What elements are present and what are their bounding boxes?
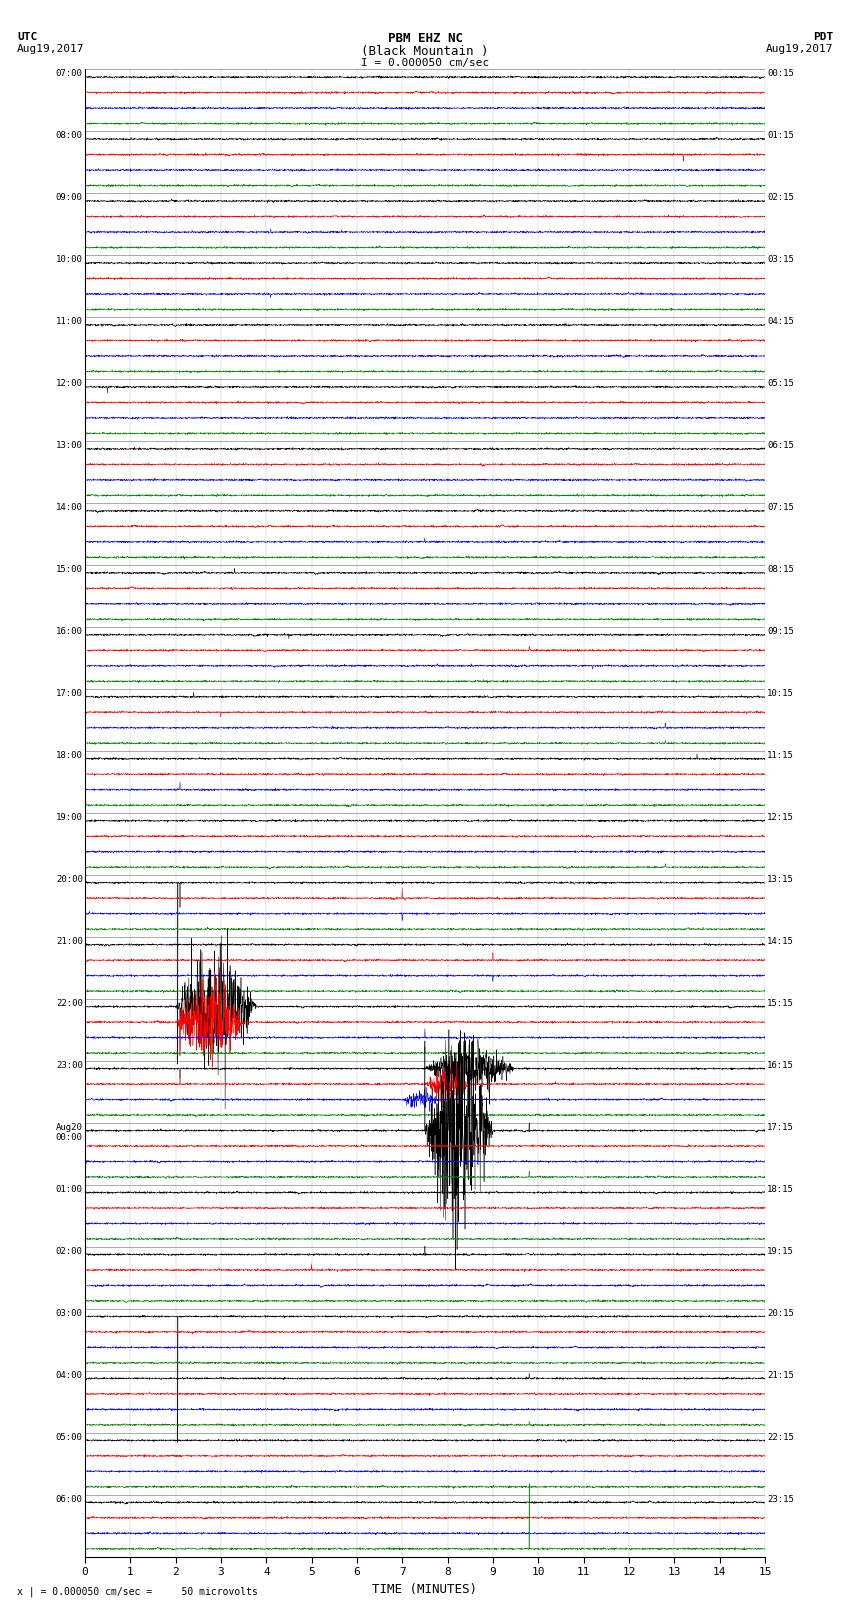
Text: 01:15: 01:15 xyxy=(768,131,794,140)
Text: 21:15: 21:15 xyxy=(768,1371,794,1379)
Text: 11:00: 11:00 xyxy=(56,318,82,326)
Text: 13:15: 13:15 xyxy=(768,874,794,884)
Text: 16:15: 16:15 xyxy=(768,1061,794,1069)
Text: 10:00: 10:00 xyxy=(56,255,82,265)
Text: 18:15: 18:15 xyxy=(768,1184,794,1194)
Text: 14:00: 14:00 xyxy=(56,503,82,511)
Text: 22:00: 22:00 xyxy=(56,998,82,1008)
Text: 02:00: 02:00 xyxy=(56,1247,82,1255)
Text: Aug19,2017: Aug19,2017 xyxy=(766,44,833,53)
Text: 23:15: 23:15 xyxy=(768,1495,794,1503)
Text: (Black Mountain ): (Black Mountain ) xyxy=(361,45,489,58)
Text: 13:00: 13:00 xyxy=(56,442,82,450)
Text: 02:15: 02:15 xyxy=(768,194,794,202)
Text: 04:15: 04:15 xyxy=(768,318,794,326)
Text: 23:00: 23:00 xyxy=(56,1061,82,1069)
Text: PDT: PDT xyxy=(813,32,833,42)
Text: 03:15: 03:15 xyxy=(768,255,794,265)
X-axis label: TIME (MINUTES): TIME (MINUTES) xyxy=(372,1582,478,1595)
Text: 09:15: 09:15 xyxy=(768,627,794,636)
Text: 12:15: 12:15 xyxy=(768,813,794,823)
Text: PBM EHZ NC: PBM EHZ NC xyxy=(388,32,462,45)
Text: 03:00: 03:00 xyxy=(56,1308,82,1318)
Text: Aug20
00:00: Aug20 00:00 xyxy=(56,1123,82,1142)
Text: 05:15: 05:15 xyxy=(768,379,794,389)
Text: 11:15: 11:15 xyxy=(768,752,794,760)
Text: I = 0.000050 cm/sec: I = 0.000050 cm/sec xyxy=(361,58,489,68)
Text: 08:00: 08:00 xyxy=(56,131,82,140)
Text: 07:00: 07:00 xyxy=(56,69,82,79)
Text: 06:00: 06:00 xyxy=(56,1495,82,1503)
Text: 20:00: 20:00 xyxy=(56,874,82,884)
Text: 15:00: 15:00 xyxy=(56,565,82,574)
Text: 18:00: 18:00 xyxy=(56,752,82,760)
Text: UTC: UTC xyxy=(17,32,37,42)
Text: 00:15: 00:15 xyxy=(768,69,794,79)
Text: 17:15: 17:15 xyxy=(768,1123,794,1132)
Text: Aug19,2017: Aug19,2017 xyxy=(17,44,84,53)
Text: 08:15: 08:15 xyxy=(768,565,794,574)
Text: x | = 0.000050 cm/sec =     50 microvolts: x | = 0.000050 cm/sec = 50 microvolts xyxy=(17,1586,258,1597)
Text: 09:00: 09:00 xyxy=(56,194,82,202)
Text: 07:15: 07:15 xyxy=(768,503,794,511)
Text: 14:15: 14:15 xyxy=(768,937,794,945)
Text: 21:00: 21:00 xyxy=(56,937,82,945)
Text: 17:00: 17:00 xyxy=(56,689,82,698)
Text: 04:00: 04:00 xyxy=(56,1371,82,1379)
Text: 15:15: 15:15 xyxy=(768,998,794,1008)
Text: 16:00: 16:00 xyxy=(56,627,82,636)
Text: 19:15: 19:15 xyxy=(768,1247,794,1255)
Text: 20:15: 20:15 xyxy=(768,1308,794,1318)
Text: 22:15: 22:15 xyxy=(768,1432,794,1442)
Text: 10:15: 10:15 xyxy=(768,689,794,698)
Text: 12:00: 12:00 xyxy=(56,379,82,389)
Text: 06:15: 06:15 xyxy=(768,442,794,450)
Text: 05:00: 05:00 xyxy=(56,1432,82,1442)
Text: 01:00: 01:00 xyxy=(56,1184,82,1194)
Text: 19:00: 19:00 xyxy=(56,813,82,823)
